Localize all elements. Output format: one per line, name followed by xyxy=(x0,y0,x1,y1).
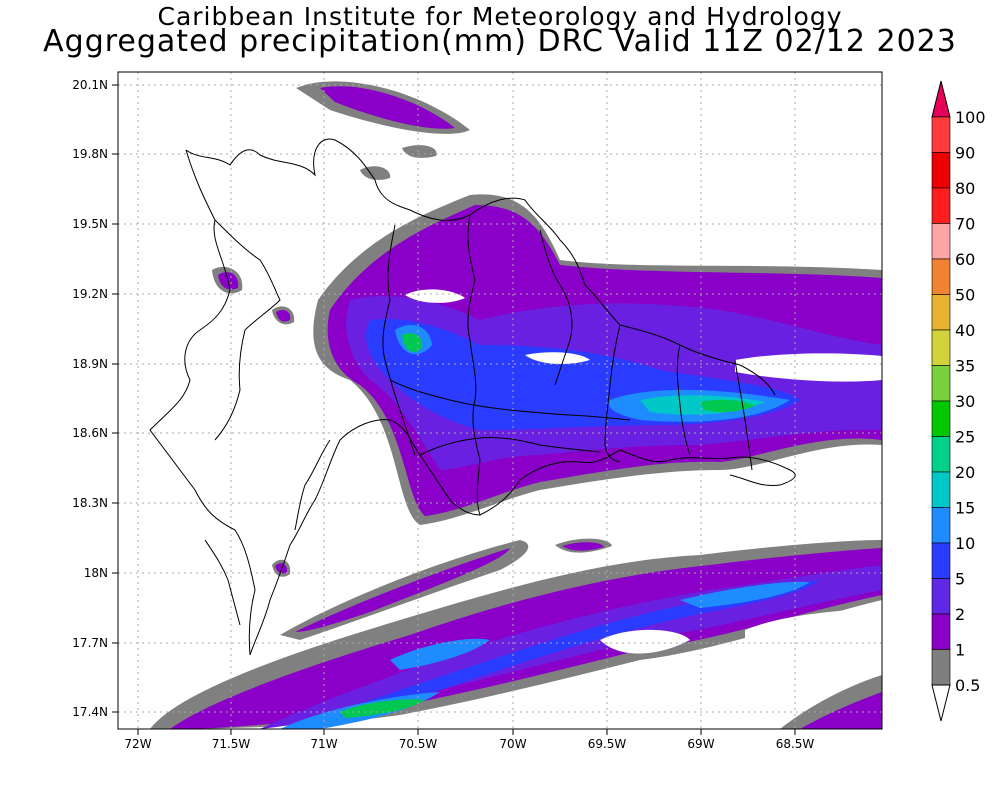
lon-tick-label: 71.5W xyxy=(212,737,251,751)
chart-title-line1: Caribbean Institute for Meteorology and … xyxy=(157,2,843,31)
lon-tick-label: 71W xyxy=(310,737,337,751)
latitude-labels: 20.1N 19.8N 19.5N 19.2N 18.9N 18.6N 18.3… xyxy=(72,78,108,719)
precip-gap-south-b xyxy=(745,608,882,640)
precip-band-south2-high xyxy=(290,580,820,729)
colorbar-label: 1 xyxy=(955,641,965,660)
lat-tick-label: 17.7N xyxy=(72,636,108,650)
map-gridlines xyxy=(118,72,882,729)
haiti-inner-border xyxy=(214,219,281,441)
colorbar-segment xyxy=(931,116,951,153)
province-border-d xyxy=(604,324,621,463)
colorbar-label: 50 xyxy=(955,286,975,305)
colorbar-label: 60 xyxy=(955,250,975,269)
precip-gap-south-a xyxy=(600,629,690,654)
lat-tick-label: 18.3N xyxy=(72,496,108,510)
colorbar-label: 90 xyxy=(955,144,975,163)
colorbar-segment xyxy=(931,436,951,473)
colorbar-label: 80 xyxy=(955,179,975,198)
province-border-b xyxy=(467,214,481,516)
map-frame xyxy=(117,71,883,730)
province-border-h xyxy=(389,379,631,421)
precip-spot-south-core xyxy=(562,542,604,551)
chart-title-line2: Aggregated precipitation(mm) DRC Valid 1… xyxy=(43,24,957,59)
lon-tick-label: 69.5W xyxy=(588,737,627,751)
colorbar-segment xyxy=(931,365,951,402)
lon-tick-label: 72W xyxy=(124,737,151,751)
coastline-haiti-west xyxy=(149,149,256,656)
colorbar-label: 25 xyxy=(955,428,975,447)
colorbar-arrow-top xyxy=(931,80,951,118)
lat-tick-label: 18N xyxy=(84,566,108,580)
precip-gap-c xyxy=(735,353,882,382)
colorbar-label: 35 xyxy=(955,357,975,376)
colorbar-segment xyxy=(931,400,951,437)
axis-ticks xyxy=(112,84,796,735)
lon-tick-label: 70W xyxy=(499,737,526,751)
province-border-e xyxy=(676,344,691,456)
precip-gap-a xyxy=(405,289,465,303)
colorbar-segment xyxy=(931,649,951,686)
colorbar-label: 5 xyxy=(955,570,965,589)
colorbar-label: 15 xyxy=(955,499,975,518)
precip-spot-north-b xyxy=(402,145,437,158)
precipitation-field xyxy=(150,81,882,729)
precip-spot-west2-core xyxy=(276,309,291,322)
province-border-c xyxy=(539,229,573,386)
colorbar-label: 0.5 xyxy=(955,676,980,695)
precip-spot-southeast-core xyxy=(275,563,288,574)
province-border-g xyxy=(419,437,601,456)
lon-tick-label: 68.5W xyxy=(776,737,815,751)
colorbar-label: 70 xyxy=(955,215,975,234)
haiti-inner-border-3 xyxy=(204,539,241,626)
colorbar-segment xyxy=(931,613,951,650)
lat-tick-label: 18.9N xyxy=(72,357,108,371)
colorbar-segment xyxy=(931,152,951,189)
colorbar-segment xyxy=(931,578,951,615)
colorbar-label: 100 xyxy=(955,108,986,127)
lat-tick-label: 20.1N xyxy=(72,78,108,92)
precip-band-south1-core xyxy=(295,548,510,632)
precip-core-south-b xyxy=(680,581,810,608)
colorbar-segment xyxy=(931,542,951,579)
country-boundaries xyxy=(149,138,796,656)
province-border-a xyxy=(382,224,416,456)
precip-core-south-a xyxy=(390,638,490,670)
precip-core-east-max xyxy=(700,399,755,413)
precip-spot-north-a xyxy=(360,166,391,180)
precip-core-center-peak xyxy=(402,333,423,352)
colorbar-segment xyxy=(931,258,951,295)
lat-tick-label: 19.5N xyxy=(72,217,108,231)
colorbar-label: 2 xyxy=(955,605,965,624)
lat-tick-label: 19.8N xyxy=(72,147,108,161)
precip-gap-b xyxy=(525,352,590,365)
lat-tick-label: 18.6N xyxy=(72,426,108,440)
lon-tick-label: 70.5W xyxy=(399,737,438,751)
colorbar-label: 10 xyxy=(955,534,975,553)
longitude-labels: 72W 71.5W 71W 70.5W 70W 69.5W 69W 68.5W xyxy=(124,737,814,751)
lon-tick-label: 69W xyxy=(687,737,714,751)
colorbar-segment xyxy=(931,507,951,544)
coastline-haiti-north xyxy=(185,138,586,286)
colorbar-label: 20 xyxy=(955,463,975,482)
colorbar-segment xyxy=(931,471,951,508)
province-border-f xyxy=(734,359,753,471)
colorbar-label: 40 xyxy=(955,321,975,340)
colorbar-segment xyxy=(931,223,951,260)
lat-tick-label: 17.4N xyxy=(72,705,108,719)
colorbar-segment xyxy=(931,329,951,366)
colorbar-segment xyxy=(931,187,951,224)
precip-core-south-peak xyxy=(340,699,425,718)
colorbar-arrow-bottom xyxy=(931,684,951,722)
precip-band-north-core xyxy=(320,86,455,129)
haiti-inner-border-2 xyxy=(294,439,331,531)
precip-band-southeast-core xyxy=(800,692,882,729)
colorbar-label: 30 xyxy=(955,392,975,411)
colorbar-segment xyxy=(931,294,951,331)
lat-tick-label: 19.2N xyxy=(72,287,108,301)
